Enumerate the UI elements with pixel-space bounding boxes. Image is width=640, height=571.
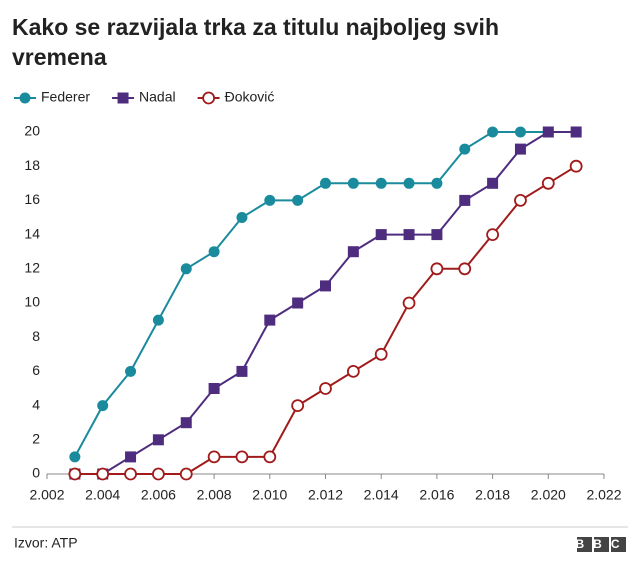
point <box>402 296 416 310</box>
x-tick-label: 2.020 <box>531 487 566 503</box>
y-tick-label: 8 <box>32 328 40 344</box>
point <box>347 177 359 189</box>
y-tick-label: 0 <box>32 465 40 481</box>
point <box>292 297 304 309</box>
point <box>487 126 499 138</box>
y-tick-label: 10 <box>24 294 40 310</box>
logo-text: BBC <box>576 537 629 551</box>
logo-box <box>594 537 609 552</box>
point <box>263 450 277 464</box>
y-tick-label: 6 <box>32 362 40 378</box>
point <box>180 263 192 275</box>
legend-marker <box>202 91 216 105</box>
point <box>69 451 81 463</box>
point <box>459 194 471 206</box>
x-tick-label: 2.008 <box>197 487 232 503</box>
point <box>374 347 388 361</box>
legend-label: Federer <box>41 89 90 105</box>
point <box>320 280 331 292</box>
point <box>96 467 110 481</box>
point <box>346 364 360 378</box>
point <box>514 193 527 207</box>
legend-marker <box>19 92 31 104</box>
point <box>292 194 304 206</box>
point <box>514 126 526 138</box>
logo <box>577 537 626 552</box>
point <box>541 176 555 190</box>
point <box>264 194 276 206</box>
point <box>207 450 221 464</box>
point <box>68 467 82 481</box>
logo-box <box>577 537 592 552</box>
legend-label: Nadal <box>139 89 176 105</box>
series-line <box>74 165 577 475</box>
point <box>151 467 165 481</box>
point <box>208 383 220 394</box>
legend-label: Đoković <box>225 89 275 105</box>
point <box>319 382 332 395</box>
point <box>235 450 249 464</box>
chart-title: Kako se razvijala trka za titulu najbolj… <box>12 14 499 70</box>
y-tick-label: 18 <box>24 157 40 173</box>
point <box>569 159 583 173</box>
point <box>459 143 471 155</box>
point <box>431 177 443 189</box>
point <box>179 467 193 481</box>
point <box>180 417 192 429</box>
point <box>152 314 164 326</box>
point <box>514 143 526 155</box>
point <box>236 212 248 223</box>
logo-box <box>611 537 626 552</box>
point <box>430 262 444 276</box>
x-tick-label: 2.012 <box>308 487 343 503</box>
point <box>431 229 443 241</box>
legend-marker <box>117 92 129 104</box>
x-tick-label: 2.022 <box>586 487 621 503</box>
y-tick-label: 2 <box>32 431 40 447</box>
x-tick-label: 2.016 <box>419 487 454 503</box>
x-tick-label: 2.010 <box>252 487 287 503</box>
x-tick-label: 2.014 <box>364 487 399 503</box>
point <box>570 126 582 138</box>
point <box>152 434 164 446</box>
source: Izvor: ATP <box>14 535 78 551</box>
x-tick-label: 2.018 <box>475 487 510 503</box>
point <box>125 365 137 377</box>
x-tick-label: 2.002 <box>29 487 64 503</box>
y-tick-label: 14 <box>24 225 40 241</box>
point <box>542 126 554 138</box>
point <box>347 246 359 258</box>
point <box>124 467 137 481</box>
point <box>487 177 499 189</box>
y-tick-label: 4 <box>32 396 40 412</box>
point <box>375 177 387 189</box>
point <box>291 399 305 413</box>
point <box>264 314 276 326</box>
point <box>208 246 220 258</box>
point <box>403 229 415 241</box>
point <box>486 228 500 242</box>
x-tick-label: 2.006 <box>141 487 176 503</box>
point <box>403 177 415 189</box>
point <box>236 365 248 377</box>
x-tick-label: 2.004 <box>85 487 120 503</box>
y-tick-label: 16 <box>24 191 40 207</box>
point <box>458 262 472 276</box>
point <box>125 451 137 463</box>
point <box>375 229 387 241</box>
y-tick-label: 12 <box>24 260 40 276</box>
point <box>97 400 109 412</box>
point <box>320 177 331 189</box>
y-tick-label: 20 <box>24 123 40 139</box>
